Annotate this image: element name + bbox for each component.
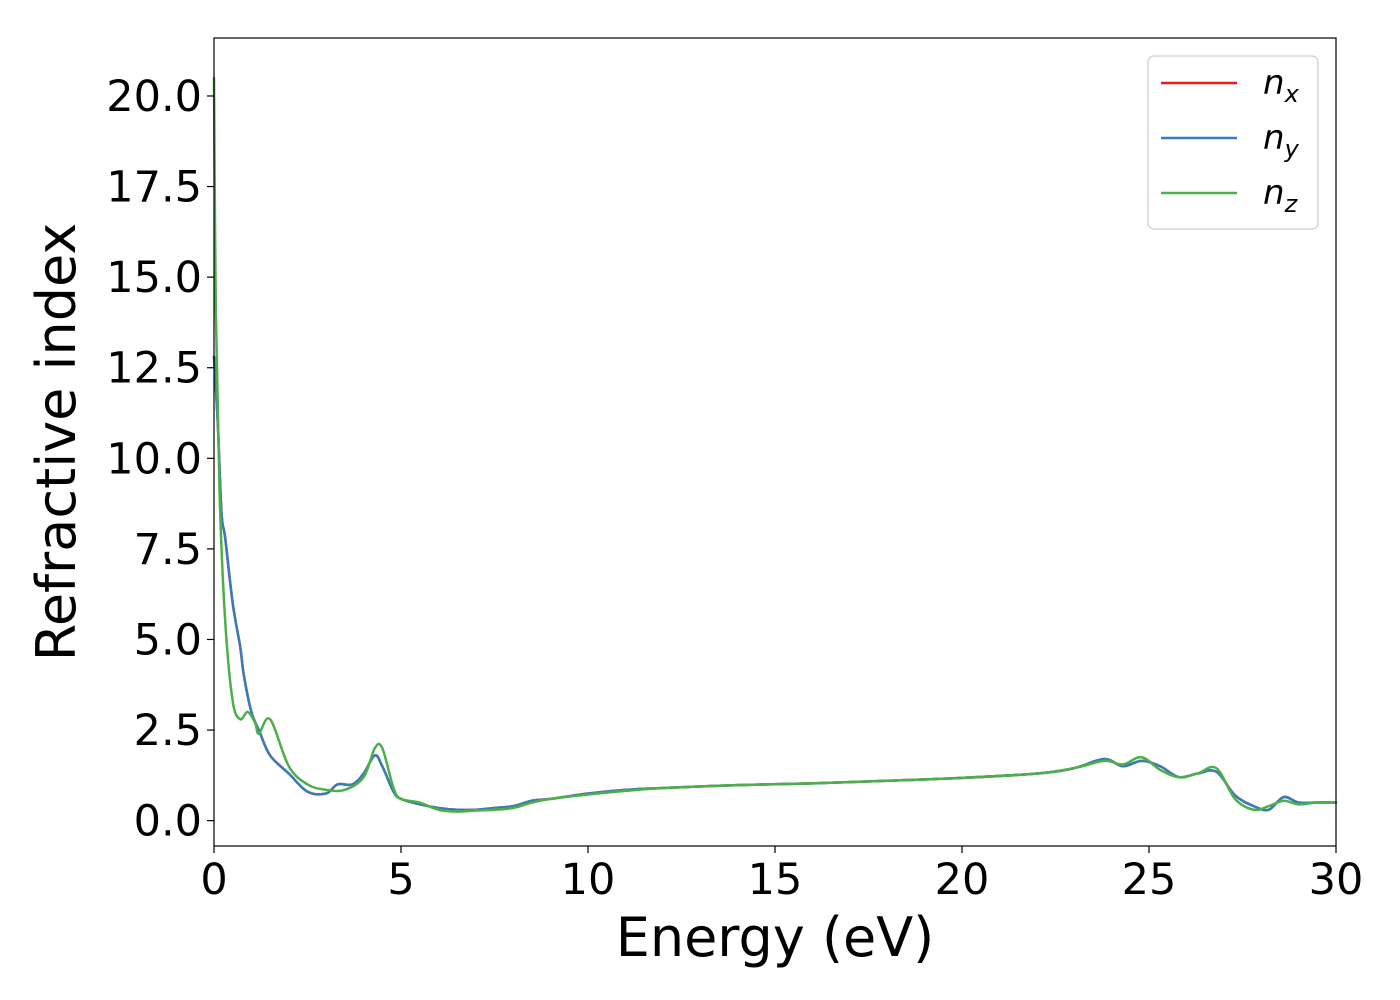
x-tick-label: 30 (1309, 855, 1364, 905)
ticks-layer: 0 5 10 15 20 25 30 0.0 2.5 5.0 7.5 10.0 12.5 15.0 17.5… (106, 72, 1363, 905)
y-tick-label: 2.5 (134, 706, 202, 756)
legend: nx ny nz (1147, 55, 1319, 230)
y-tick-label: 20.0 (106, 72, 202, 122)
y-tick-label: 15.0 (106, 253, 202, 303)
plot-frame (213, 37, 1337, 847)
legend-frame (1147, 55, 1319, 230)
x-tick-label: 0 (200, 855, 227, 905)
x-tick-label: 10 (561, 855, 616, 905)
series-layer (212, 76, 1338, 813)
x-tick-label: 20 (935, 855, 990, 905)
x-tick-label: 5 (387, 855, 414, 905)
x-tick-label: 15 (748, 855, 803, 905)
x-axis-label: Energy (eV) (616, 906, 935, 969)
y-tick-label: 10.0 (106, 434, 202, 484)
legend-label-x: nx (1263, 63, 1300, 108)
y-tick-label: 0.0 (134, 797, 202, 847)
legend-label-y: ny (1263, 118, 1300, 163)
x-tick-label: 25 (1122, 855, 1177, 905)
y-tick-label: 17.5 (106, 163, 202, 213)
legend-label-z: nz (1263, 173, 1299, 218)
y-tick-label: 7.5 (134, 525, 202, 575)
y-axis-label: Refractive index (25, 223, 88, 662)
series-line-z (212, 76, 1338, 813)
y-tick-label: 5.0 (134, 615, 202, 665)
y-tick-label: 12.5 (106, 344, 202, 394)
